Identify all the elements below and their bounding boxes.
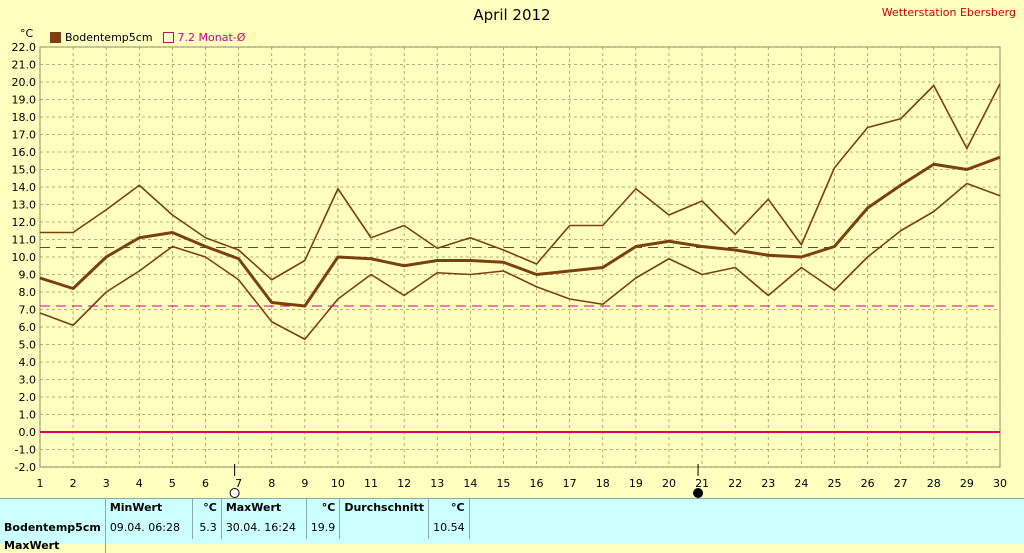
y-tick-label: 8.0: [19, 286, 37, 299]
moon-phase-markers: [229, 464, 704, 498]
x-tick-label: 5: [169, 477, 176, 490]
y-tick-label: 11.0: [12, 234, 37, 247]
y-tick-label: 18.0: [12, 111, 37, 124]
avg-value: 10.54: [428, 519, 470, 539]
next-row-label: MaxWert: [0, 539, 106, 553]
x-tick-label: 7: [235, 477, 242, 490]
x-tick-label: 22: [728, 477, 742, 490]
x-tick-label: 10: [331, 477, 345, 490]
statistics-row: Bodentemp5cm 09.04. 06:28 5.3 30.04. 16:…: [0, 519, 470, 539]
series-line-max: [40, 83, 1001, 281]
x-tick-label: 26: [861, 477, 875, 490]
y-tick-label: 20.0: [12, 76, 37, 89]
y-tick-labels: -2.0 -1.0 0.0 1.0 2.0 3.0 4.0 5.0 6.0 7.0 8.0 9.0 10…: [12, 41, 37, 474]
x-tick-label: 2: [70, 477, 77, 490]
x-tick-label: 25: [827, 477, 841, 490]
y-tick-label: 17.0: [12, 129, 37, 142]
y-tick-label: -1.0: [15, 444, 36, 457]
y-tick-label: 22.0: [12, 41, 37, 54]
x-tick-label: 6: [202, 477, 209, 490]
x-tick-label: 4: [136, 477, 143, 490]
reference-lines: [40, 247, 1000, 433]
grid: [39, 46, 1001, 468]
header-maxwert: MaxWert: [221, 499, 307, 519]
x-tick-label: 3: [103, 477, 110, 490]
series-lines: [39, 83, 1001, 341]
x-tick-label: 24: [794, 477, 808, 490]
chart-title: April 2012: [473, 6, 551, 24]
header-max-unit: °C: [306, 499, 341, 519]
moon-full-icon: [229, 488, 240, 498]
header-min-unit: °C: [192, 499, 222, 519]
y-tick-label: 21.0: [12, 59, 37, 72]
y-tick-label: 6.0: [19, 321, 37, 334]
statistics-next-row: MaxWert: [0, 539, 469, 553]
x-tick-label: 12: [397, 477, 411, 490]
x-tick-label: 15: [496, 477, 510, 490]
statistics-header-row: MinWert °C MaxWert °C Durchschnitt °C: [0, 499, 470, 519]
max-value: 19.9: [306, 519, 341, 539]
x-tick-label: 20: [662, 477, 676, 490]
y-tick-label: 5.0: [19, 339, 37, 352]
header-avg-unit: °C: [428, 499, 470, 519]
y-tick-label: 15.0: [12, 164, 37, 177]
x-tick-label: 23: [761, 477, 775, 490]
legend-label-monat: 7.2 Monat-Ø: [177, 31, 246, 44]
y-tick-label: 19.0: [12, 94, 37, 107]
legend-item-monat[interactable]: 7.2 Monat-Ø: [162, 31, 246, 44]
x-tick-label: 14: [463, 477, 477, 490]
x-tick-label: 27: [894, 477, 908, 490]
y-tick-label: 3.0: [19, 374, 37, 387]
x-tick-label: 21: [695, 477, 709, 490]
y-tick-label: 4.0: [19, 356, 37, 369]
x-tick-labels: 1 2 3 4 5 6 7 8 9 10 11 12 13 14 15 16 17 18 19 20 21 22 23 24 2…: [37, 477, 1008, 490]
header-durchschnitt: Durchschnitt: [339, 499, 430, 519]
min-value: 5.3: [192, 519, 222, 539]
x-tick-label: 18: [596, 477, 610, 490]
legend: Bodentemp5cm 7.2 Monat-Ø: [50, 31, 245, 44]
header-minwert: MinWert: [105, 499, 193, 519]
statistics-panel: MinWert °C MaxWert °C Durchschnitt °C Bo…: [0, 498, 1024, 553]
x-tick-label: 9: [301, 477, 308, 490]
min-date: 09.04. 06:28: [105, 519, 193, 539]
y-tick-label: 16.0: [12, 146, 37, 159]
y-tick-label: 9.0: [19, 269, 37, 282]
legend-swatch-bodentemp: [50, 32, 61, 43]
station-name: Wetterstation Ebersberg: [881, 6, 1016, 19]
x-tick-label: 19: [629, 477, 643, 490]
legend-item-bodentemp[interactable]: Bodentemp5cm: [50, 31, 153, 44]
y-tick-label: 0.0: [19, 426, 37, 439]
legend-label-bodentemp: Bodentemp5cm: [65, 31, 153, 44]
y-tick-label: 13.0: [12, 199, 37, 212]
x-tick-label: 28: [927, 477, 941, 490]
y-tick-label: 2.0: [19, 391, 37, 404]
series-line-min: [39, 182, 1001, 341]
avg-blank: [339, 519, 430, 539]
x-tick-label: 29: [960, 477, 974, 490]
series-line-bodentemp: [39, 155, 1001, 308]
y-tick-label: -2.0: [15, 461, 36, 474]
x-tick-label: 30: [993, 477, 1007, 490]
x-tick-label: 16: [530, 477, 544, 490]
y-tick-label: 1.0: [19, 409, 37, 422]
y-tick-label: 12.0: [12, 216, 37, 229]
x-tick-label: 11: [364, 477, 378, 490]
header-blank: [0, 499, 106, 519]
y-unit-label: °C: [20, 27, 34, 40]
x-tick-label: 17: [563, 477, 577, 490]
temperature-chart: -2.0 -1.0 0.0 1.0 2.0 3.0 4.0 5.0 6.0 7.0 8.0 9.0 10…: [12, 41, 1008, 498]
statistics-table: MinWert °C MaxWert °C Durchschnitt °C Bo…: [0, 499, 470, 553]
x-tick-label: 13: [430, 477, 444, 490]
y-tick-label: 7.0: [19, 304, 37, 317]
row-name: Bodentemp5cm: [0, 519, 106, 539]
x-tick-label: 8: [268, 477, 275, 490]
y-tick-label: 14.0: [12, 181, 37, 194]
x-tick-label: 1: [37, 477, 44, 490]
legend-swatch-monat: [162, 32, 174, 43]
moon-new-icon: [693, 488, 704, 498]
y-tick-label: 10.0: [12, 251, 37, 264]
max-date: 30.04. 16:24: [221, 519, 307, 539]
